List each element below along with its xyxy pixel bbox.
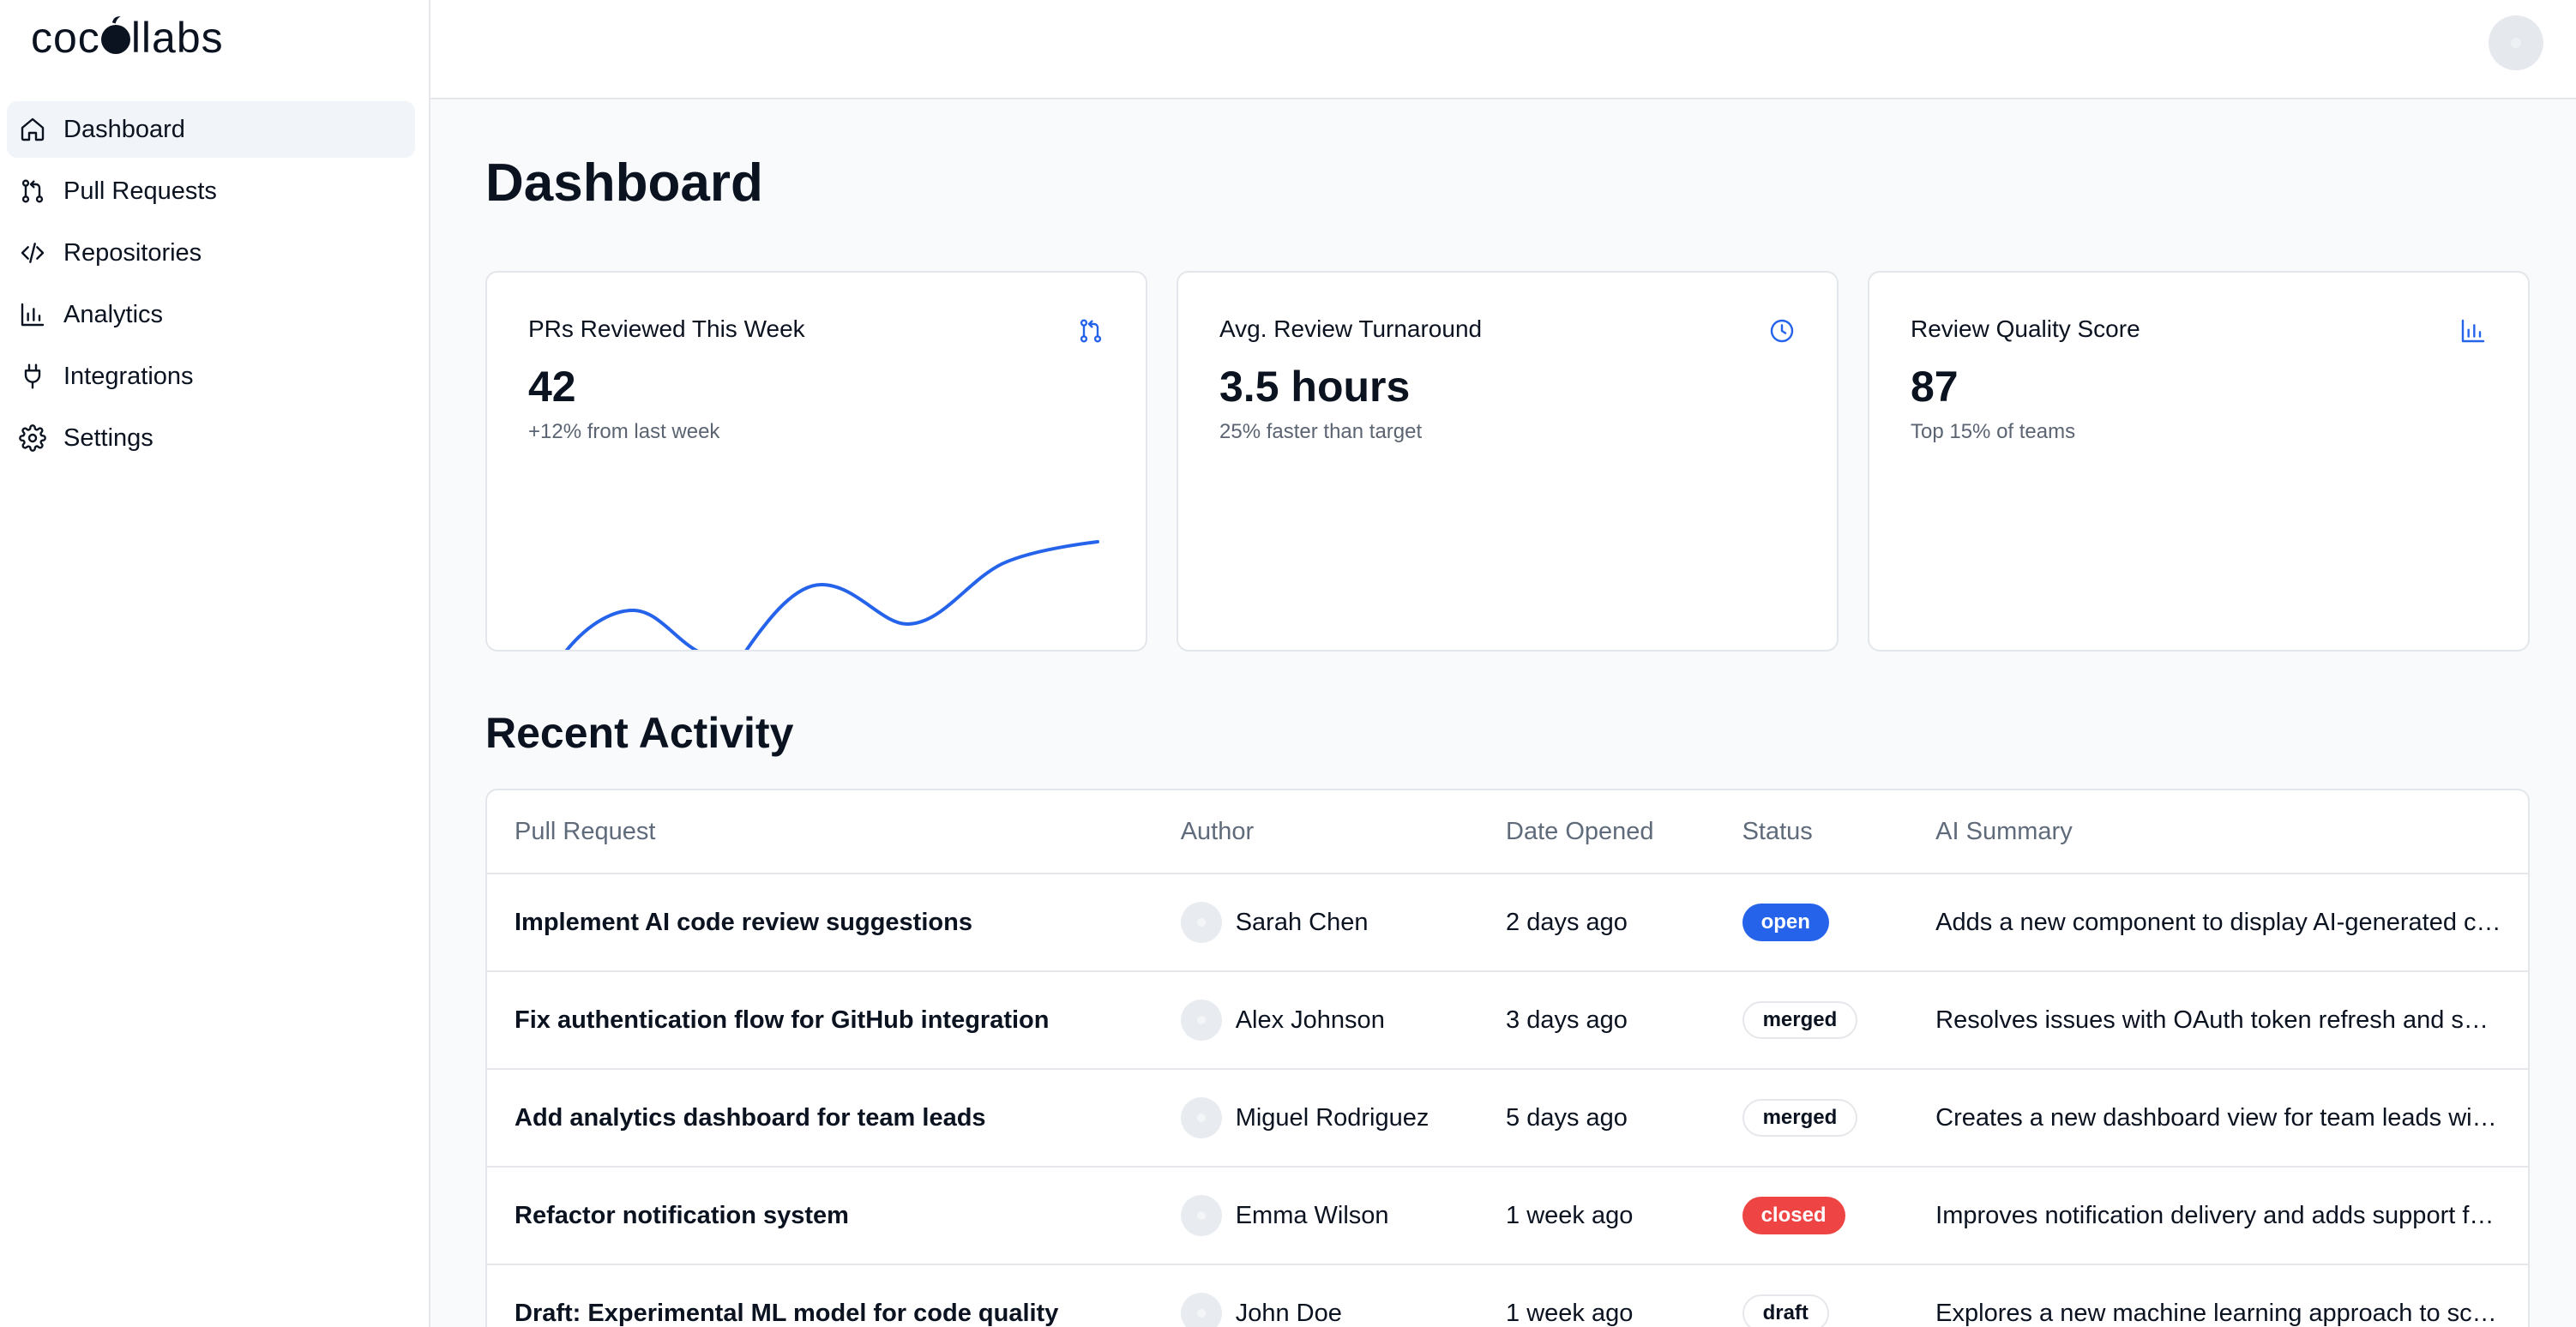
column-header-pull-request: Pull Request [515, 817, 656, 845]
stat-subtitle: 25% faster than target [1219, 420, 1423, 443]
sidebar-item-label: Analytics [63, 300, 164, 328]
stat-title: Avg. Review Turnaround [1219, 315, 1483, 342]
pr-title[interactable]: Add analytics dashboard for team leads [515, 1103, 986, 1132]
recent-activity-title: Recent Activity [485, 709, 794, 757]
ai-summary: Creates a new dashboard view for team le… [1935, 1103, 2528, 1132]
table-row[interactable]: Add analytics dashboard for team leads M… [487, 1070, 2528, 1168]
home-icon [21, 117, 45, 141]
pr-title[interactable]: Refactor notification system [515, 1201, 849, 1229]
bar-chart-icon [2461, 319, 2485, 343]
avatar [1180, 1293, 1222, 1327]
pr-title[interactable]: Fix authentication flow for GitHub integ… [515, 1006, 1050, 1034]
git-pull-request-icon [21, 179, 44, 203]
avatar [1180, 1195, 1222, 1236]
date-opened: 1 week ago [1506, 1299, 1634, 1327]
sidebar-item-label: Pull Requests [63, 177, 217, 205]
author-cell: Miguel Rodriguez [1153, 1097, 1506, 1138]
author-cell: John Doe [1153, 1293, 1506, 1327]
avatar [1180, 1097, 1222, 1138]
sidebar-item-integrations[interactable]: Integrations [7, 348, 415, 405]
stat-subtitle: +12% from last week [528, 420, 720, 443]
status-cell: closed [1742, 1197, 1936, 1234]
sidebar-item-label: Repositories [63, 238, 202, 267]
table-row[interactable]: Refactor notification system Emma Wilson… [487, 1168, 2528, 1265]
author-cell: Sarah Chen [1153, 902, 1506, 943]
logo-apple-icon [100, 14, 130, 54]
table-header: Pull Request Author Date Opened Status A… [487, 790, 2528, 874]
page-title: Dashboard [485, 153, 763, 213]
author-cell: Emma Wilson [1153, 1195, 1506, 1236]
status-badge: merged [1742, 1099, 1858, 1137]
sparkline-series [564, 540, 1099, 650]
stats-cards: PRs Reviewed This Week 42 +12% from last… [485, 271, 2530, 651]
table-row[interactable]: Draft: Experimental ML model for code qu… [487, 1265, 2528, 1327]
status-cell: open [1742, 904, 1936, 941]
sidebar-item-pull-requests[interactable]: Pull Requests [7, 163, 415, 219]
stat-value: 42 [528, 363, 576, 411]
status-cell: merged [1742, 1001, 1936, 1039]
avatar [1180, 902, 1222, 943]
column-header-author: Author [1180, 817, 1255, 845]
author-name: John Doe [1235, 1299, 1342, 1327]
ai-summary: Explores a new machine learning approach… [1935, 1299, 2528, 1327]
activity-table: Pull Request Author Date Opened Status A… [485, 789, 2530, 1327]
stat-card-review-turnaround: Avg. Review Turnaround 3.5 hours 25% fas… [1177, 271, 1839, 651]
status-cell: draft [1742, 1294, 1936, 1327]
stat-value: 87 [1911, 363, 1959, 411]
user-avatar[interactable] [2489, 15, 2543, 70]
ai-summary: Adds a new component to display AI-gener… [1935, 908, 2528, 936]
top-bar [430, 0, 2576, 99]
clock-icon [1770, 319, 1794, 343]
column-header-date-opened: Date Opened [1506, 817, 1654, 845]
sidebar-item-analytics[interactable]: Analytics [7, 286, 415, 343]
bar-chart-icon [21, 303, 45, 327]
sidebar-item-label: Dashboard [63, 115, 185, 143]
status-badge: open [1742, 904, 1829, 941]
author-name: Emma Wilson [1235, 1201, 1389, 1229]
stat-card-quality-score: Review Quality Score 87 Top 15% of teams [1868, 271, 2530, 651]
sidebar-nav: Dashboard Pull Requests Repositories Ana… [7, 101, 415, 471]
sidebar-item-label: Integrations [63, 362, 194, 390]
stat-title: Review Quality Score [1911, 315, 2140, 342]
sidebar-item-dashboard[interactable]: Dashboard [7, 101, 415, 158]
sparkline-chart [564, 540, 1099, 650]
author-name: Sarah Chen [1235, 908, 1369, 936]
table-row[interactable]: Fix authentication flow for GitHub integ… [487, 972, 2528, 1070]
gear-icon [19, 424, 46, 452]
brand-logo[interactable]: coc llabs [31, 12, 224, 63]
column-header-status: Status [1742, 817, 1813, 845]
ai-summary: Resolves issues with OAuth token refresh… [1935, 1006, 2529, 1034]
stat-card-prs-reviewed: PRs Reviewed This Week 42 +12% from last… [485, 271, 1147, 651]
logo-text-right: llabs [130, 14, 224, 62]
stat-value: 3.5 hours [1219, 363, 1411, 411]
author-cell: Alex Johnson [1153, 1000, 1506, 1041]
status-cell: merged [1742, 1099, 1936, 1137]
logo-text-left: coc [31, 14, 100, 62]
git-pull-request-icon [1080, 319, 1102, 343]
author-name: Miguel Rodriguez [1235, 1103, 1429, 1132]
date-opened: 2 days ago [1506, 908, 1628, 936]
pr-title[interactable]: Draft: Experimental ML model for code qu… [515, 1299, 1059, 1327]
author-name: Alex Johnson [1235, 1006, 1385, 1034]
column-header-ai-summary: AI Summary [1935, 817, 2073, 845]
code-icon [21, 243, 45, 263]
plug-icon [24, 363, 41, 389]
pr-title[interactable]: Implement AI code review suggestions [515, 908, 972, 936]
sidebar: coc llabs Dashboard Pull Requests Reposit… [0, 0, 430, 1327]
status-badge: closed [1742, 1197, 1845, 1234]
date-opened: 3 days ago [1506, 1006, 1628, 1034]
sidebar-item-settings[interactable]: Settings [7, 410, 415, 466]
ai-summary: Improves notification delivery and adds … [1935, 1201, 2528, 1229]
status-badge: draft [1742, 1294, 1829, 1327]
stat-subtitle: Top 15% of teams [1911, 420, 2076, 443]
status-badge: merged [1742, 1001, 1858, 1039]
date-opened: 1 week ago [1506, 1201, 1634, 1229]
stat-title: PRs Reviewed This Week [528, 315, 805, 342]
sidebar-item-label: Settings [63, 423, 153, 452]
date-opened: 5 days ago [1506, 1103, 1628, 1132]
sidebar-item-repositories[interactable]: Repositories [7, 225, 415, 281]
table-row[interactable]: Implement AI code review suggestions Sar… [487, 874, 2528, 972]
avatar [1180, 1000, 1222, 1041]
